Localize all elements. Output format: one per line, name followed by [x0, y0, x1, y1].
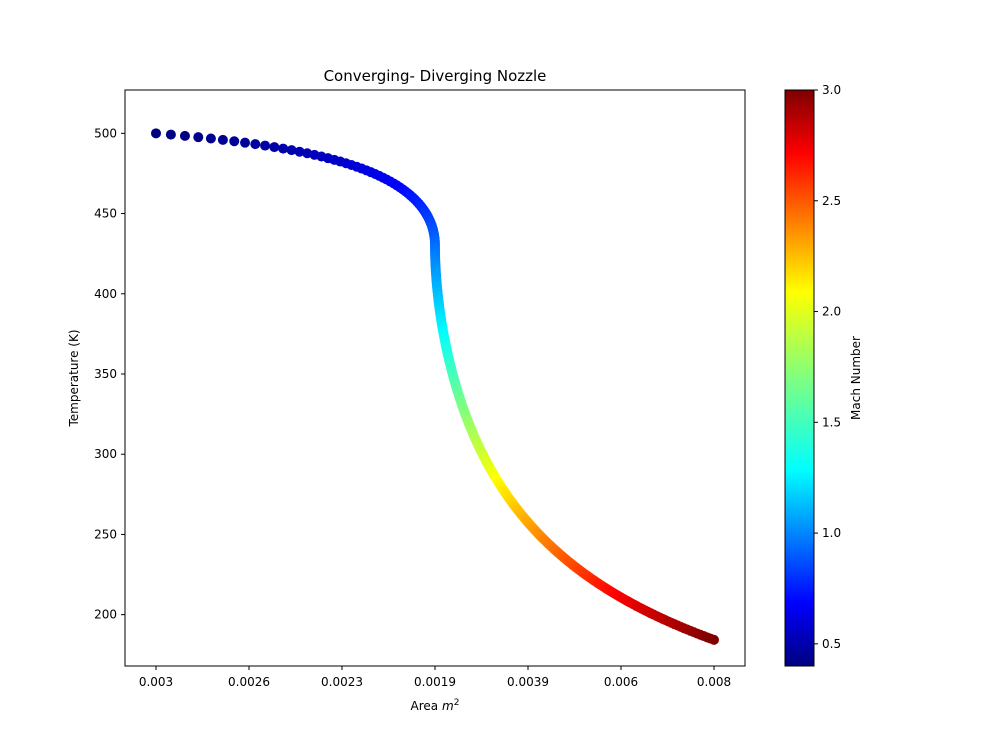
scatter-point — [217, 134, 228, 145]
colorbar-tick-label: 1.0 — [822, 526, 841, 540]
colorbar-tick-label: 0.5 — [822, 637, 841, 651]
colorbar-tick-label: 1.5 — [822, 415, 841, 429]
x-tick-label: 0.0026 — [228, 675, 270, 689]
y-tick-label: 300 — [94, 447, 117, 461]
scatter-point — [294, 146, 305, 157]
x-tick-label: 0.003 — [139, 675, 173, 689]
scatter-point — [278, 143, 289, 154]
scatter-point — [151, 128, 161, 139]
scatter-point — [205, 133, 216, 144]
chart-title: Converging- Diverging Nozzle — [324, 67, 547, 85]
colorbar-label: Mach Number — [849, 336, 863, 420]
scatter-point — [193, 132, 204, 143]
y-tick-label: 500 — [94, 126, 117, 140]
y-axis-label: Temperature (K) — [67, 329, 81, 427]
scatter-point — [260, 140, 271, 151]
scatter-point — [286, 145, 297, 156]
colorbar-tick-label: 3.0 — [822, 83, 841, 97]
colorbar-tick-label: 2.5 — [822, 194, 841, 208]
x-tick-label: 0.008 — [697, 675, 731, 689]
x-axis-ticks: 0.003 0.0026 0.0023 0.0019 0.0039 0.006 0.008 — [139, 666, 731, 689]
y-tick-label: 250 — [94, 527, 117, 541]
scatter-point — [229, 136, 240, 147]
x-tick-label: 0.0019 — [414, 675, 456, 689]
scatter-point — [179, 130, 190, 141]
scatter-point — [240, 137, 251, 148]
colorbar-tick-label: 2.0 — [822, 305, 841, 319]
y-tick-label: 450 — [94, 207, 117, 221]
y-tick-label: 400 — [94, 287, 117, 301]
scatter-point — [165, 129, 176, 140]
scatter-point — [250, 139, 261, 150]
x-tick-label: 0.0023 — [321, 675, 363, 689]
x-tick-label: 0.0039 — [507, 675, 549, 689]
x-tick-label: 0.006 — [604, 675, 638, 689]
scatter-point — [269, 142, 280, 153]
plot-area — [124, 89, 746, 667]
scatter-point — [709, 634, 719, 645]
scatter-points — [151, 128, 719, 645]
x-axis-label: Area m2 — [411, 698, 460, 713]
y-tick-label: 200 — [94, 608, 117, 622]
y-tick-label: 350 — [94, 367, 117, 381]
x-axis-label-text: Area — [411, 699, 439, 713]
colorbar — [784, 89, 815, 667]
colorbar-ticks: 0.5 1.0 1.5 2.0 2.5 3.0 — [814, 83, 841, 651]
y-axis-ticks: 200 250 300 350 400 450 500 — [94, 126, 125, 622]
x-axis-unit-base: m — [442, 699, 454, 713]
x-axis-unit-exponent: 2 — [454, 698, 460, 708]
